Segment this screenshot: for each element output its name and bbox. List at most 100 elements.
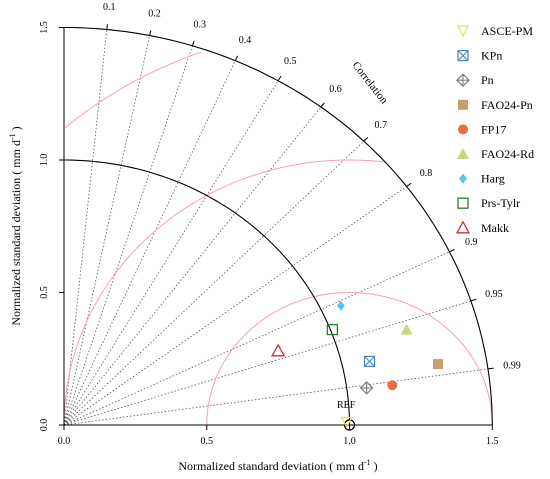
corr-tick-label: 0.6 [329,84,342,95]
outer-arc [64,26,493,426]
y-tick-label: 1.0 [39,154,50,167]
data-point-pn [359,381,374,395]
legend-marker [456,25,470,38]
corr-tick-mark [106,24,108,30]
marker-shape [457,49,469,62]
rms-circle [206,292,493,426]
correlation-ray [63,60,236,426]
marker-shape [455,220,471,234]
legend-marker [458,99,468,110]
legend-label: Pn [481,73,494,87]
marker-shape [336,300,345,311]
corr-tick-label: 0.1 [103,2,116,13]
marker-shape [363,355,376,367]
y-tick-label: 1.5 [39,21,50,34]
corr-tick-mark [487,367,494,370]
data-point-fao24-pn [433,359,444,370]
marker-cross [457,50,469,61]
corr-tick-mark [320,102,325,108]
marker-shape [400,323,413,335]
legend-label: KPn [481,49,502,63]
corr-tick-label: 0.95 [485,289,503,300]
correlation-ray [63,251,450,426]
corr-tick-mark [449,248,455,253]
legend-item-fao24-pn: FAO24-Pn [458,98,533,112]
grid-layer [63,26,493,426]
legend-label: ASCE-PM [481,24,533,38]
legend-marker [456,73,470,88]
correlation-ray [63,300,471,426]
x-tick-label: 1.5 [486,436,499,447]
legend-item-fp17: FP17 [458,122,506,136]
legend-label: Harg [481,172,505,186]
correlation-ray [63,45,193,426]
rms-circle [63,159,384,426]
y-tick-label: 0.5 [39,286,50,299]
legend-label: FP17 [481,122,506,136]
y-tick-label: 0.0 [39,419,50,432]
ref-label: REF [337,400,356,411]
correlation-ray [63,80,279,426]
y-axis-title: Normalized standard deviation ( mm d-1 ) [8,126,23,325]
legend-label: FAO24-Pn [481,98,533,112]
marker-shape [271,343,286,357]
legend-marker [455,220,471,234]
corr-tick-label: 0.5 [284,56,297,67]
legend-item-kpn: KPn [457,49,502,63]
correlation-ray [63,140,365,426]
correlation-ray [63,35,151,426]
x-tick-label: 1.0 [343,436,356,447]
data-point-harg [336,300,345,311]
ref-point [343,419,356,431]
x-tick-label: 0.5 [201,436,214,447]
legend-item-prs-tylr: Prs-Tylr [457,196,520,210]
legend-label: Makk [481,221,509,235]
rms-circle [64,51,202,129]
corr-tick-label: 0.4 [239,35,252,46]
correlation-ray [63,29,108,426]
corr-tick-label: 0.8 [420,168,433,179]
marker-cross [360,381,373,394]
marker-cross [457,74,469,87]
marker-shape [387,380,398,391]
ticks-layer: 0.0 0.5 1.0 1.5 0.0 0.5 1.0 1.5 0.1 0.2 0.3 0.4 0.5 0… [39,2,521,447]
correlation-ray [63,368,489,426]
legend-label: FAO24-Rd [481,147,534,161]
corr-tick-mark [149,30,152,36]
marker-shape [458,124,468,135]
corr-tick-mark [363,136,369,142]
correlation-ray [63,186,407,426]
marker-shape [457,148,469,159]
legend-marker [457,49,469,62]
unit-sd-arc [64,159,351,425]
correlation-ray [63,106,322,426]
marker-shape [457,197,469,209]
legend: ASCE-PM KPn Pn FAO24-Pn FP17 FAO24-Rd Harg Prs-… [455,24,534,235]
legend-item-asce-pm: ASCE-PM [456,24,533,38]
data-point-makk [271,343,286,357]
legend-item-pn: Pn [456,73,494,88]
corr-tick-mark [406,182,412,187]
corr-tick-label: 0.2 [148,8,161,19]
marker-shape [326,323,339,336]
axes-layer [63,27,492,426]
marker-shape [459,173,467,184]
marker-shape [433,359,444,370]
data-point-fp17 [387,380,398,391]
correlation-label: Correlation [350,59,391,106]
corr-tick-label: 0.7 [375,120,388,131]
marker-shape [340,416,353,429]
corr-tick-mark [234,55,239,61]
points-layer [271,300,444,431]
corr-tick-label: 0.99 [503,361,521,372]
data-point-asce-pm [340,416,353,429]
corr-tick-mark [277,75,282,82]
x-tick-label: 0.0 [58,436,71,447]
legend-item-harg: Harg [459,172,505,186]
corr-tick-mark [470,298,477,302]
corr-tick-mark [192,40,195,46]
marker-shape [456,25,470,38]
legend-marker [459,173,467,184]
marker-cross [364,356,375,367]
